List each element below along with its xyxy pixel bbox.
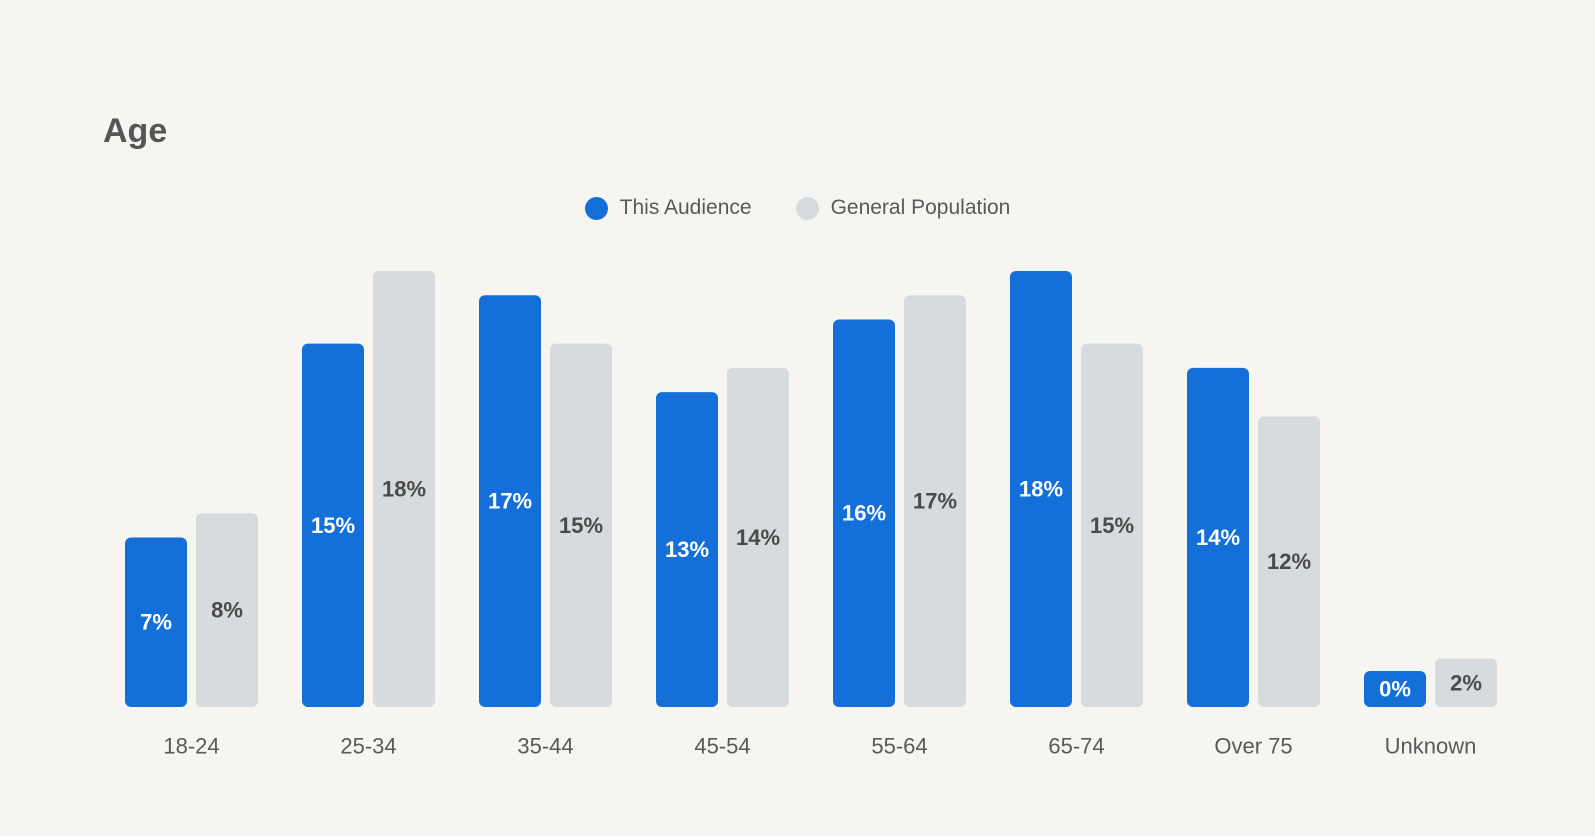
bar-general-population-35-44[interactable] (550, 343, 612, 707)
bar-general-population-25-34[interactable] (373, 271, 435, 707)
data-label-this-audience-18-24: 7% (140, 610, 172, 635)
data-label-this-audience-25-34: 15% (311, 513, 355, 538)
data-label-general-population-55-64: 17% (913, 489, 957, 514)
bar-general-population-55-64[interactable] (904, 295, 966, 707)
data-label-general-population-65-74: 15% (1090, 513, 1134, 538)
legend: This Audience General Population (0, 196, 1595, 220)
x-tick-label-55-64: 55-64 (871, 734, 927, 759)
data-label-general-population-45-54: 14% (736, 525, 780, 550)
bar-this-audience-35-44[interactable] (479, 295, 541, 707)
bar-this-audience-45-54[interactable] (656, 392, 718, 707)
bar-this-audience-65-74[interactable] (1010, 271, 1072, 707)
legend-label-general-population: General Population (830, 196, 1011, 219)
x-tick-label-35-44: 35-44 (517, 734, 573, 759)
x-tick-label-45-54: 45-54 (694, 734, 750, 759)
bar-this-audience-over-75[interactable] (1187, 367, 1249, 707)
data-label-this-audience-65-74: 18% (1019, 477, 1063, 502)
bar-general-population-18-24[interactable] (196, 513, 258, 707)
data-label-this-audience-over-75: 14% (1196, 525, 1240, 550)
x-tick-label-18-24: 18-24 (163, 734, 219, 759)
bar-general-population-65-74[interactable] (1081, 343, 1143, 707)
bar-this-audience-25-34[interactable] (302, 343, 364, 707)
legend-label-this-audience: This Audience (619, 196, 752, 219)
legend-swatch-this-audience (584, 196, 608, 220)
chart-title: Age (103, 112, 168, 150)
data-label-this-audience-35-44: 17% (488, 489, 532, 514)
data-label-this-audience-45-54: 13% (665, 537, 709, 562)
data-label-general-population-over-75: 12% (1267, 549, 1311, 574)
data-label-general-population-unknown: 2% (1450, 670, 1482, 695)
bar-general-population-over-75[interactable] (1258, 416, 1320, 707)
data-label-general-population-18-24: 8% (211, 598, 243, 623)
legend-item-this-audience[interactable]: This Audience (584, 196, 752, 220)
bar-this-audience-55-64[interactable] (833, 319, 895, 707)
data-label-general-population-25-34: 18% (382, 477, 426, 502)
bar-this-audience-18-24[interactable] (125, 537, 187, 707)
x-tick-label-65-74: 65-74 (1048, 734, 1104, 759)
bar-this-audience-unknown[interactable] (1364, 671, 1426, 707)
legend-swatch-general-population (795, 196, 819, 220)
bar-general-population-unknown[interactable] (1435, 658, 1497, 707)
data-label-this-audience-55-64: 16% (842, 501, 886, 526)
data-label-this-audience-unknown: 0% (1379, 677, 1411, 702)
x-tick-label-over-75: Over 75 (1214, 734, 1292, 759)
data-label-general-population-35-44: 15% (559, 513, 603, 538)
x-tick-label-25-34: 25-34 (340, 734, 396, 759)
x-tick-label-unknown: Unknown (1385, 734, 1477, 759)
bar-general-population-45-54[interactable] (727, 367, 789, 707)
legend-item-general-population[interactable]: General Population (795, 196, 1011, 220)
